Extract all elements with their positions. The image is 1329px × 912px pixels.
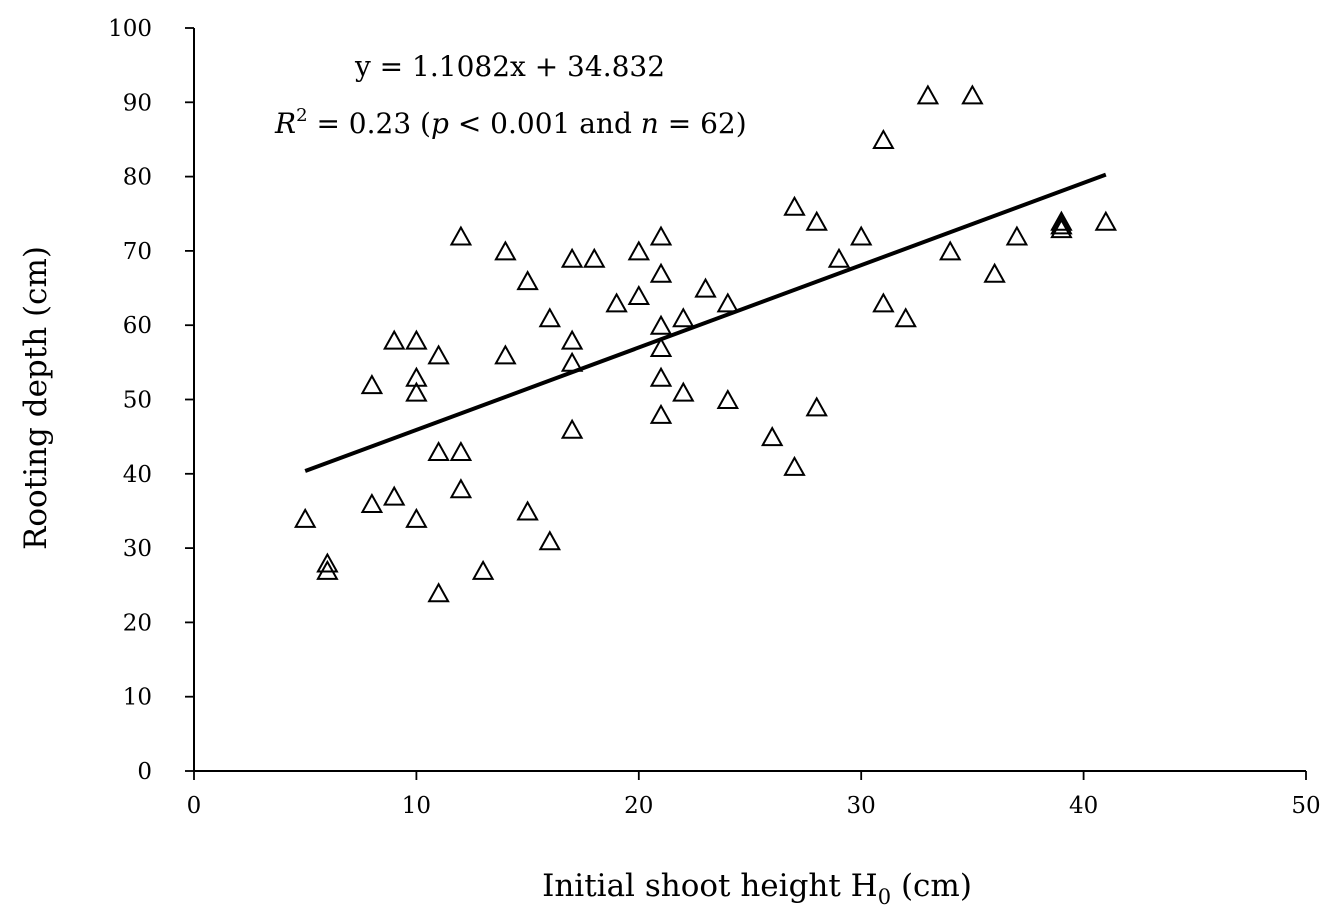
x-axis-title-unit: (cm) <box>891 868 972 904</box>
y-tick-label: 50 <box>123 388 152 414</box>
n-text: = 62) <box>659 107 747 140</box>
r-squared-annotation: R2 = 0.23 (p < 0.001 and n = 62) <box>274 105 747 140</box>
trendline-layer <box>304 172 1107 473</box>
data-point-triangle <box>1050 218 1073 239</box>
data-point-triangle <box>560 329 584 350</box>
data-point-triangle <box>1094 210 1118 231</box>
y-tick-label: 40 <box>123 462 152 488</box>
data-point-triangle <box>560 247 584 268</box>
data-point-triangle <box>427 440 450 461</box>
x-tick-label: 10 <box>402 793 431 819</box>
data-point-triangle <box>627 240 651 261</box>
data-point-triangle <box>938 240 962 261</box>
data-point-triangle <box>316 552 339 573</box>
data-point-triangle <box>449 478 473 499</box>
data-point-triangle <box>538 530 562 551</box>
ticks: 0 10 20 30 40 50 60 70 80 90 100 0 10 20 30 40 50 <box>108 16 1321 819</box>
x-axis-title: Initial shoot height H0 (cm) <box>542 868 972 909</box>
x-tick-label: 0 <box>187 793 202 819</box>
trendline <box>304 172 1107 473</box>
data-point-triangle <box>627 284 651 305</box>
data-point-triangle <box>983 262 1006 283</box>
data-point-triangle <box>316 559 339 580</box>
data-point-triangle <box>760 426 784 447</box>
y-tick-label: 80 <box>123 165 152 191</box>
data-point-triangle <box>849 225 873 246</box>
p-symbol: p <box>431 107 449 140</box>
data-point-triangle <box>694 277 717 298</box>
x-tick-label: 30 <box>847 793 876 819</box>
data-point-triangle <box>649 225 673 246</box>
data-point-triangle <box>427 582 450 603</box>
data-point-triangle <box>961 84 984 105</box>
data-point-triangle <box>827 247 851 268</box>
data-point-triangle <box>516 500 539 521</box>
n-symbol: n <box>641 107 659 140</box>
data-point-triangle <box>894 307 917 328</box>
data-point-triangle <box>427 344 450 365</box>
data-point-triangle <box>382 485 406 506</box>
data-point-triangle <box>494 344 517 365</box>
data-point-triangle <box>872 128 895 149</box>
data-point-triangle <box>716 292 740 313</box>
data-point-triangle <box>471 559 495 580</box>
data-point-triangle <box>649 336 673 357</box>
r2-superscript: 2 <box>296 105 307 126</box>
data-point-triangle <box>1050 210 1073 231</box>
y-tick-label: 30 <box>123 536 152 562</box>
data-point-triangle <box>805 210 828 231</box>
data-point-triangle <box>916 84 940 105</box>
data-point-triangle <box>360 374 384 395</box>
x-tick-label: 20 <box>624 793 653 819</box>
y-tick-label: 100 <box>108 16 152 42</box>
data-point-triangle <box>560 351 584 372</box>
regression-equation: y = 1.1082x + 34.832 <box>354 50 665 83</box>
data-point-triangle <box>538 307 562 328</box>
data-point-triangle <box>1050 214 1073 235</box>
data-point-triangle <box>672 307 695 328</box>
data-point-triangle <box>716 388 740 409</box>
y-tick-label: 0 <box>137 759 152 785</box>
data-point-triangle <box>449 225 473 246</box>
r2-value: = 0.23 ( <box>308 107 431 140</box>
y-tick-label: 20 <box>123 610 152 636</box>
data-point-triangle <box>494 240 517 261</box>
data-point-triangle <box>783 195 806 216</box>
data-point-triangle <box>382 329 406 350</box>
data-point-triangle <box>560 418 584 439</box>
y-tick-label: 10 <box>123 685 152 711</box>
data-point-triangle <box>449 440 473 461</box>
y-tick-label: 60 <box>123 313 152 339</box>
data-point-triangle <box>293 507 317 528</box>
x-axis-title-main: Initial shoot height H <box>542 868 878 904</box>
data-point-triangle <box>649 314 673 335</box>
x-tick-label: 40 <box>1069 793 1098 819</box>
data-point-triangle <box>405 381 428 402</box>
data-points <box>293 84 1118 603</box>
p-text: < 0.001 and <box>449 107 641 140</box>
r2-symbol: R <box>274 107 296 140</box>
data-point-triangle <box>605 292 628 313</box>
data-point-triangle <box>1005 225 1029 246</box>
data-point-triangle <box>649 403 673 424</box>
data-point-triangle <box>516 270 539 291</box>
y-axis-title: Rooting depth (cm) <box>18 246 54 550</box>
data-point-triangle <box>405 507 428 528</box>
data-point-triangle <box>649 262 673 283</box>
data-point-triangle <box>805 396 828 417</box>
data-point-triangle <box>783 455 806 476</box>
y-tick-label: 90 <box>123 90 152 116</box>
y-tick-label: 70 <box>123 239 152 265</box>
x-axis-title-subscript: 0 <box>878 885 891 909</box>
x-tick-label: 50 <box>1291 793 1320 819</box>
data-point-triangle <box>583 247 606 268</box>
data-point-triangle <box>672 381 695 402</box>
data-point-triangle <box>405 366 428 387</box>
data-point-triangle <box>360 492 384 513</box>
data-point-triangle <box>405 329 428 350</box>
data-point-triangle <box>872 292 895 313</box>
data-point-triangle <box>649 366 673 387</box>
